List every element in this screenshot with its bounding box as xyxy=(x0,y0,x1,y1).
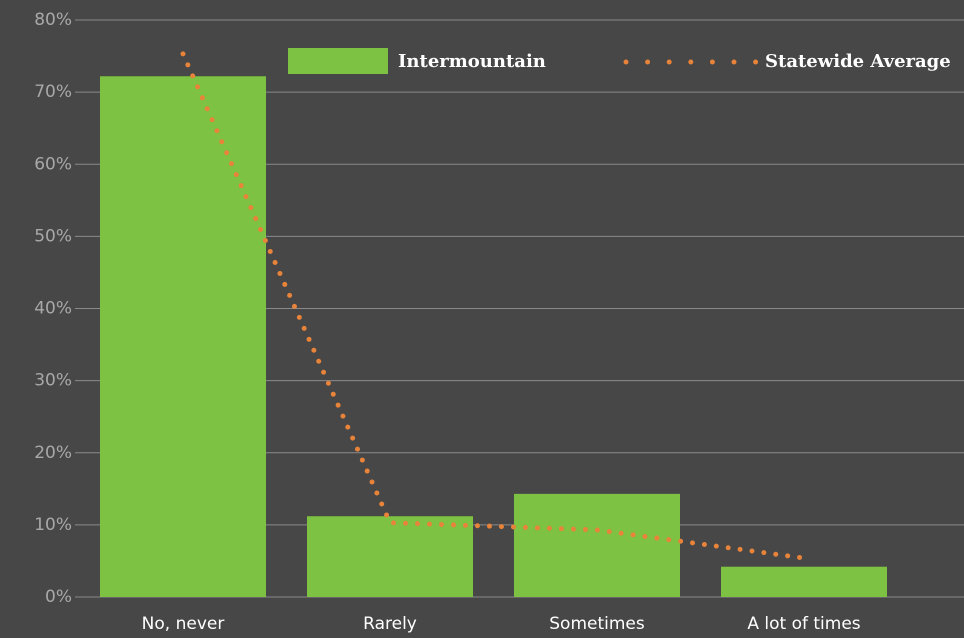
y-tick-label: 80% xyxy=(34,10,72,30)
y-tick-label: 30% xyxy=(34,371,72,391)
bar xyxy=(721,566,887,597)
y-tick-label: 10% xyxy=(34,515,72,535)
bar xyxy=(307,516,473,597)
y-tick-label: 60% xyxy=(34,154,72,174)
y-tick-label: 50% xyxy=(34,226,72,246)
y-tick-label: 70% xyxy=(34,82,72,102)
x-tick-label: Sometimes xyxy=(549,614,645,634)
x-tick-label: No, never xyxy=(142,614,225,634)
y-tick-label: 0% xyxy=(45,587,72,607)
y-tick-label: 20% xyxy=(34,443,72,463)
bar xyxy=(100,76,266,597)
x-tick-label: A lot of times xyxy=(747,614,860,634)
x-tick-label: Rarely xyxy=(363,614,417,634)
legend-label: Intermountain xyxy=(398,51,546,72)
bar xyxy=(514,493,680,597)
legend-label: Statewide Average xyxy=(765,51,951,72)
y-tick-label: 40% xyxy=(34,299,72,319)
legend-swatch xyxy=(288,48,388,74)
